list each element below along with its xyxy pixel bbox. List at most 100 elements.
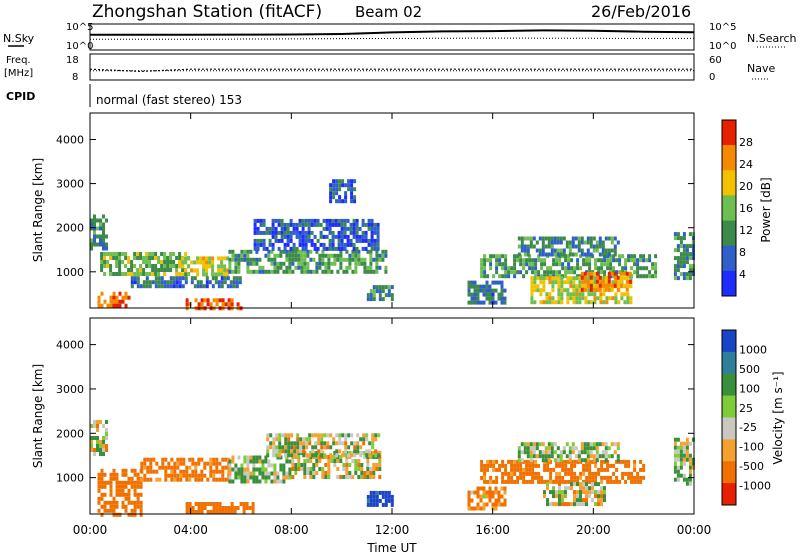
heatmap-cell bbox=[381, 285, 385, 290]
heatmap-cell bbox=[580, 442, 584, 447]
heatmap-cell bbox=[188, 502, 192, 506]
heatmap-cell bbox=[594, 482, 597, 487]
heatmap-cell bbox=[105, 234, 108, 239]
heatmap-cell bbox=[569, 280, 573, 285]
heatmap-cell bbox=[688, 473, 692, 478]
heatmap-cell bbox=[591, 459, 595, 464]
heatmap-cell bbox=[682, 248, 686, 253]
heatmap-cell bbox=[320, 437, 324, 442]
heatmap-cell bbox=[607, 279, 611, 284]
heatmap-cell bbox=[99, 440, 102, 444]
heatmap-cell bbox=[102, 448, 105, 452]
heatmap-cell bbox=[249, 249, 253, 254]
heatmap-cell bbox=[136, 276, 140, 281]
heatmap-cell bbox=[369, 289, 373, 294]
heatmap-cell bbox=[115, 299, 119, 304]
heatmap-cell bbox=[500, 296, 504, 301]
heatmap-cell bbox=[127, 496, 131, 501]
x-tick-label: 08:00 bbox=[274, 523, 309, 537]
heatmap-cell bbox=[573, 463, 577, 468]
heatmap-cell bbox=[121, 472, 125, 477]
heatmap-cell bbox=[133, 256, 137, 260]
heatmap-cell bbox=[215, 465, 219, 470]
heatmap-cell bbox=[486, 258, 490, 263]
heatmap-cell bbox=[673, 477, 677, 482]
heatmap-cell bbox=[99, 448, 102, 452]
heatmap-cell bbox=[522, 471, 526, 476]
heatmap-cell bbox=[323, 445, 327, 450]
heatmap-cell bbox=[105, 428, 108, 432]
heatmap-cell bbox=[498, 467, 502, 472]
heatmap-cell bbox=[562, 248, 566, 253]
heatmap-cell bbox=[321, 253, 325, 258]
heatmap-cell bbox=[541, 236, 545, 241]
heatmap-cell bbox=[370, 242, 374, 247]
heatmap-cell bbox=[303, 269, 307, 274]
heatmap-cell bbox=[488, 494, 492, 499]
heatmap-cell bbox=[357, 463, 361, 467]
heatmap-cell bbox=[133, 276, 137, 281]
heatmap-cell bbox=[118, 260, 122, 264]
heatmap-cell bbox=[673, 256, 677, 261]
heatmap-cell bbox=[330, 261, 334, 266]
heatmap-cell bbox=[615, 467, 619, 472]
heatmap-cell bbox=[529, 450, 533, 455]
heatmap-cell bbox=[552, 486, 555, 491]
heatmap-cell bbox=[613, 283, 617, 288]
heatmap-cell bbox=[223, 264, 227, 269]
heatmap-cell bbox=[613, 236, 617, 241]
heatmap-cell bbox=[480, 475, 484, 480]
heatmap-cell bbox=[476, 506, 480, 511]
heatmap-cell bbox=[679, 264, 683, 269]
colorbar-tick-label: 500 bbox=[739, 363, 760, 376]
heatmap-cell bbox=[531, 262, 535, 267]
heatmap-cell bbox=[507, 270, 511, 275]
heatmap-cell bbox=[331, 230, 335, 235]
heatmap-cell bbox=[215, 477, 219, 482]
heatmap-cell bbox=[558, 270, 562, 275]
heatmap-cell bbox=[344, 449, 348, 454]
heatmap-cell bbox=[367, 238, 371, 243]
heatmap-cell bbox=[606, 262, 610, 267]
heatmap-cell bbox=[296, 449, 300, 454]
heatmap-cell bbox=[578, 280, 582, 285]
heatmap-cell bbox=[580, 240, 584, 245]
heatmap-cell bbox=[569, 292, 573, 297]
heatmap-cell bbox=[289, 230, 293, 235]
heatmap-cell bbox=[255, 455, 259, 460]
heatmap-cell bbox=[343, 242, 347, 247]
heatmap-cell bbox=[581, 280, 585, 285]
heatmap-cell bbox=[588, 475, 592, 480]
heatmap-cell bbox=[486, 274, 490, 279]
heatmap-cell bbox=[537, 479, 541, 484]
heatmap-cell bbox=[673, 276, 677, 281]
heatmap-cell bbox=[485, 502, 489, 507]
heatmap-cell bbox=[503, 490, 507, 495]
heatmap-cell bbox=[348, 475, 352, 479]
heatmap-cell bbox=[105, 218, 108, 223]
heatmap-cell bbox=[384, 249, 388, 254]
heatmap-cell bbox=[303, 467, 307, 471]
heatmap-cell bbox=[151, 256, 155, 260]
heatmap-cell bbox=[157, 256, 161, 260]
heatmap-cell bbox=[209, 510, 213, 514]
heatmap-cell bbox=[513, 254, 517, 259]
heatmap-cell bbox=[344, 195, 348, 200]
heatmap-cell bbox=[688, 469, 692, 474]
heatmap-cell bbox=[485, 494, 489, 499]
heatmap-cell bbox=[351, 249, 355, 254]
heatmap-cell bbox=[497, 494, 501, 499]
heatmap-cell bbox=[579, 254, 583, 259]
heatmap-cell bbox=[500, 502, 504, 507]
heatmap-cell bbox=[249, 269, 253, 274]
heatmap-cell bbox=[607, 283, 611, 288]
heatmap-cell bbox=[148, 256, 152, 260]
heatmap-cell bbox=[301, 222, 305, 227]
heatmap-cell bbox=[580, 271, 584, 276]
heatmap-cell bbox=[673, 248, 677, 253]
heatmap-cell bbox=[597, 498, 600, 503]
heatmap-cell bbox=[345, 475, 349, 479]
noise-sky-label: N.Sky bbox=[3, 32, 35, 45]
heatmap-cell bbox=[327, 257, 331, 262]
